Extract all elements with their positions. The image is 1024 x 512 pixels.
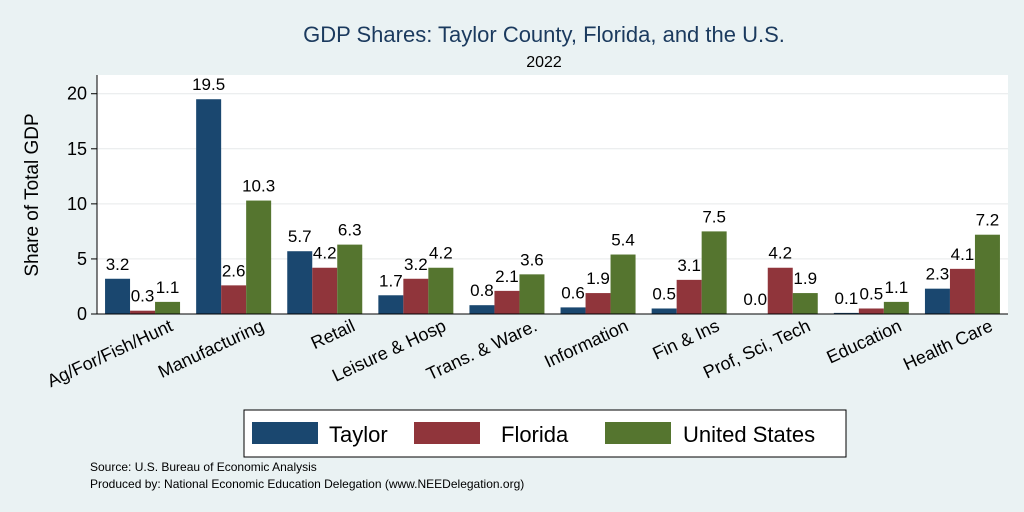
data-label: 0.1 bbox=[835, 289, 859, 308]
data-label: 4.1 bbox=[951, 245, 975, 264]
data-label: 1.9 bbox=[586, 269, 610, 288]
bar bbox=[701, 231, 727, 314]
legend-swatch bbox=[605, 422, 671, 444]
bar bbox=[469, 305, 495, 314]
data-label: 1.1 bbox=[156, 278, 180, 297]
source-note: Source: U.S. Bureau of Economic Analysis bbox=[90, 460, 317, 474]
data-label: 0.0 bbox=[743, 290, 767, 309]
data-label: 0.3 bbox=[131, 287, 155, 306]
bar bbox=[287, 251, 313, 314]
bar bbox=[585, 293, 611, 314]
bar bbox=[651, 308, 677, 314]
data-label: 2.3 bbox=[926, 265, 950, 284]
data-label: 3.2 bbox=[404, 255, 428, 274]
produced-by-note: Produced by: National Economic Education… bbox=[90, 477, 524, 491]
bar bbox=[130, 310, 156, 314]
y-axis-label: Share of Total GDP bbox=[22, 113, 43, 276]
bar bbox=[221, 285, 247, 314]
bar bbox=[974, 234, 1000, 314]
data-label: 1.7 bbox=[379, 271, 403, 290]
bar bbox=[858, 308, 884, 314]
y-tick-label: 5 bbox=[77, 249, 87, 269]
legend-box bbox=[243, 409, 847, 458]
bar bbox=[403, 278, 429, 314]
data-label: 2.1 bbox=[495, 267, 519, 286]
data-label: 4.2 bbox=[768, 244, 792, 263]
data-label: 10.3 bbox=[242, 177, 275, 196]
bar bbox=[833, 312, 859, 314]
data-labels: 3.20.3 1.119.52.610.35.74.26.31.73.24.20.… bbox=[106, 75, 1000, 309]
bar bbox=[949, 268, 975, 314]
bar bbox=[196, 99, 222, 315]
bar bbox=[560, 307, 586, 314]
y-tick-label: 20 bbox=[67, 84, 87, 104]
legend-label: United States bbox=[683, 422, 815, 447]
data-label: 0.5 bbox=[652, 284, 676, 303]
data-label: 0.6 bbox=[561, 283, 585, 302]
legend-label: Florida bbox=[501, 422, 569, 447]
data-label: 3.1 bbox=[677, 256, 701, 275]
bar bbox=[767, 267, 793, 314]
data-label: 4.2 bbox=[313, 244, 337, 263]
data-label: 3.2 bbox=[106, 255, 130, 274]
data-label: 1.1 bbox=[885, 278, 909, 297]
data-label: 0.5 bbox=[860, 284, 884, 303]
bars bbox=[105, 99, 1000, 315]
legend: Taylor Florida United States bbox=[243, 409, 847, 458]
data-label: 1.9 bbox=[793, 269, 817, 288]
bar bbox=[378, 295, 404, 314]
data-label: 5.4 bbox=[611, 231, 635, 250]
data-label: 3.6 bbox=[520, 250, 544, 269]
legend-swatch bbox=[414, 422, 480, 444]
y-tick-label: 0 bbox=[77, 304, 87, 324]
bar bbox=[676, 279, 702, 314]
bar bbox=[924, 288, 950, 314]
bar bbox=[312, 267, 338, 314]
bar bbox=[428, 267, 454, 314]
y-tick-label: 10 bbox=[67, 194, 87, 214]
data-label: 19.5 bbox=[192, 75, 225, 94]
chart-subtitle: 2022 bbox=[526, 54, 562, 71]
legend-label: Taylor bbox=[329, 422, 388, 447]
data-label: 2.6 bbox=[222, 261, 246, 280]
bar bbox=[105, 278, 131, 314]
data-label: 7.5 bbox=[702, 207, 726, 226]
bar bbox=[337, 244, 363, 314]
legend-swatch bbox=[252, 422, 318, 444]
data-label: 5.7 bbox=[288, 227, 312, 246]
data-label: 6.3 bbox=[338, 221, 362, 240]
bar bbox=[610, 254, 636, 314]
data-label: 4.2 bbox=[429, 244, 453, 263]
y-ticks: 0 5 10 15 20 bbox=[67, 84, 97, 324]
data-label: 7.2 bbox=[976, 211, 1000, 230]
bar bbox=[519, 274, 545, 314]
y-tick-label: 15 bbox=[67, 139, 87, 159]
chart-title: GDP Shares: Taylor County, Florida, and … bbox=[303, 22, 785, 47]
bar bbox=[883, 301, 909, 314]
bar bbox=[494, 290, 520, 314]
bar bbox=[792, 293, 818, 314]
data-label: 0.8 bbox=[470, 281, 494, 300]
bar bbox=[155, 301, 181, 314]
bar bbox=[246, 200, 272, 314]
